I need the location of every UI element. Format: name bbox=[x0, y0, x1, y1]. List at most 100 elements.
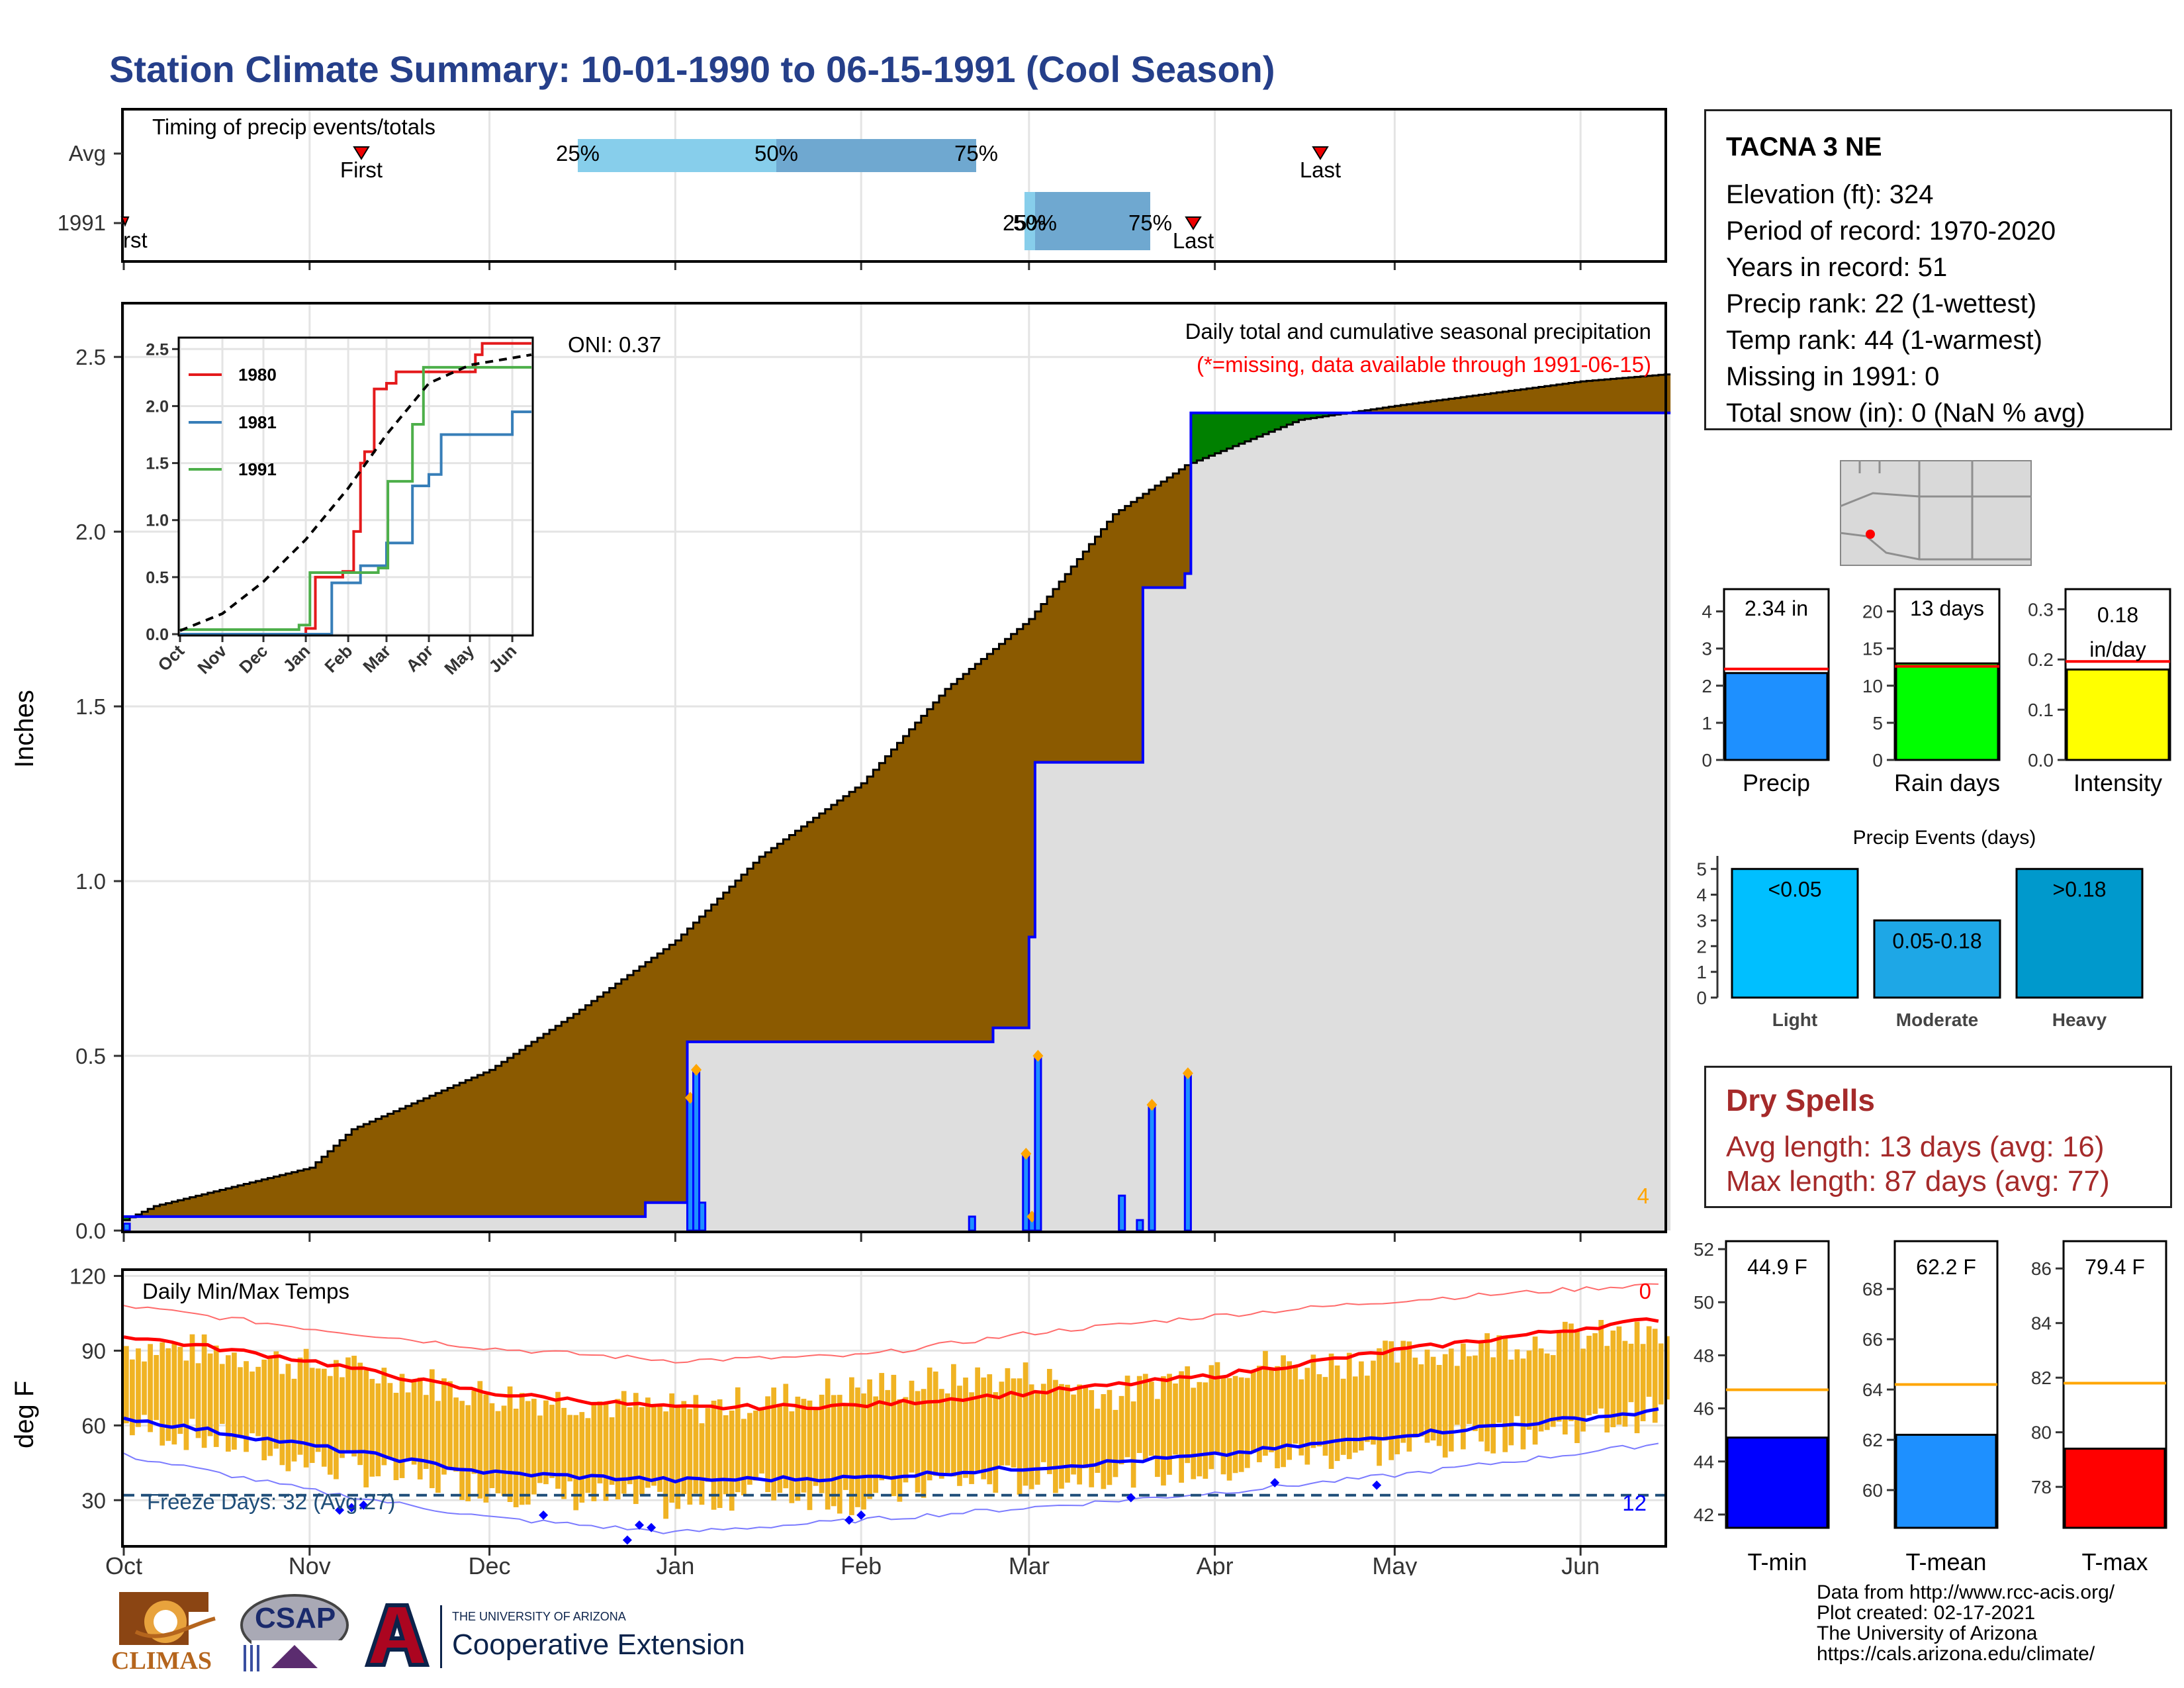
timing-year-p75: 75% bbox=[1128, 211, 1172, 235]
daily-temp-bar bbox=[867, 1379, 872, 1499]
temp-summary-ytick-label: 78 bbox=[2031, 1477, 2052, 1497]
daily-temp-bar bbox=[1383, 1340, 1388, 1441]
daily-temp-bar bbox=[525, 1401, 531, 1505]
freeze-day-marker bbox=[647, 1523, 657, 1532]
daily-temp-bar bbox=[591, 1404, 597, 1501]
daily-temp-bar bbox=[1136, 1376, 1142, 1454]
daily-temp-bar bbox=[1118, 1395, 1124, 1465]
temp-summary-bars: 42 44 46 48 50 52 44.9 F T-min 60 62 64 66 68 62.2 F T… bbox=[1694, 1239, 2167, 1575]
temp-summary-ytick-label: 48 bbox=[1694, 1345, 1714, 1366]
daily-temp-bar bbox=[1275, 1366, 1280, 1469]
daily-temp-bar bbox=[627, 1407, 633, 1485]
inset-xtick-label: May bbox=[440, 641, 478, 679]
daily-temp-bar bbox=[309, 1368, 315, 1464]
daily-temp-bar bbox=[987, 1374, 993, 1485]
daily-temp-bar bbox=[957, 1385, 962, 1486]
daily-precip-bar bbox=[122, 1222, 131, 1232]
year-cumulative-line bbox=[124, 411, 1671, 1218]
daily-temp-bar bbox=[429, 1369, 435, 1489]
daily-temp-bar bbox=[1059, 1383, 1064, 1489]
temp-ytick-label: 30 bbox=[81, 1488, 106, 1513]
daily-temp-bar bbox=[567, 1415, 573, 1481]
daily-temp-bar bbox=[465, 1405, 471, 1501]
daily-temp-bar bbox=[645, 1397, 651, 1488]
freeze-day-marker bbox=[622, 1535, 632, 1545]
freeze-days-count: 12 bbox=[1622, 1491, 1647, 1515]
legend-label-1991: 1991 bbox=[238, 459, 277, 479]
daily-temp-bar bbox=[1232, 1376, 1238, 1474]
dry-spells-title: Dry Spells bbox=[1726, 1083, 1875, 1117]
credit-university: The University of Arizona bbox=[1817, 1622, 2038, 1644]
daily-temp-bar bbox=[735, 1387, 741, 1493]
daily-temp-bar bbox=[849, 1377, 854, 1515]
daily-temp-bar bbox=[693, 1395, 699, 1494]
temp-summary-ytick-label: 62 bbox=[1862, 1430, 1883, 1450]
daily-temp-bar bbox=[213, 1345, 219, 1447]
daily-temp-bar bbox=[1304, 1368, 1310, 1465]
daily-temp-bar bbox=[1023, 1362, 1028, 1486]
ua-logo bbox=[364, 1603, 430, 1667]
daily-temp-bar bbox=[1220, 1378, 1226, 1475]
daily-temp-bar bbox=[1652, 1329, 1658, 1423]
daily-temp-bar bbox=[381, 1368, 387, 1466]
daily-temp-bar bbox=[1124, 1376, 1130, 1458]
summary-ytick-label: 10 bbox=[1862, 676, 1883, 696]
inset-ytick-label: 2.5 bbox=[146, 340, 169, 359]
daily-temp-bar bbox=[1269, 1370, 1274, 1452]
daily-temp-bar bbox=[885, 1389, 891, 1479]
daily-temp-bar bbox=[921, 1389, 927, 1498]
daily-temp-bar bbox=[861, 1393, 866, 1510]
inset-xtick-label: Dec bbox=[235, 641, 271, 677]
timing-avg-last-marker bbox=[1312, 146, 1329, 160]
daily-temp-bar bbox=[297, 1357, 303, 1455]
daily-temp-bar bbox=[1214, 1362, 1220, 1455]
summary-bar-intensity bbox=[2066, 668, 2170, 761]
timing-year-iqr-high bbox=[1035, 192, 1150, 250]
daily-temp-bar bbox=[1310, 1354, 1316, 1448]
daily-temp-bar bbox=[1538, 1348, 1544, 1432]
daily-temp-bar bbox=[1598, 1319, 1604, 1409]
daily-temp-bar bbox=[1550, 1355, 1556, 1427]
daily-temp-bar bbox=[1586, 1335, 1592, 1416]
freeze-day-marker bbox=[347, 1503, 357, 1513]
freeze-day-marker bbox=[856, 1510, 866, 1520]
daily-temp-bar bbox=[207, 1353, 213, 1436]
precip-ytick-label: 2.5 bbox=[75, 345, 106, 369]
daily-temp-bar bbox=[651, 1406, 657, 1486]
precip-event-category-label: Moderate bbox=[1896, 1009, 1978, 1030]
daily-temp-bar bbox=[1365, 1376, 1370, 1442]
temp-summary-bar-label: T-max bbox=[2081, 1548, 2148, 1575]
temp-summary-value-label: 62.2 F bbox=[1916, 1255, 1976, 1279]
precip-ytick-label: 0.0 bbox=[75, 1219, 106, 1243]
daily-temp-bar bbox=[1592, 1333, 1598, 1414]
daily-temp-bar bbox=[1298, 1379, 1304, 1456]
daily-temp-bar bbox=[585, 1418, 591, 1493]
daily-temp-bar bbox=[609, 1417, 615, 1485]
temp-summary-bar-t-mean bbox=[1895, 1433, 1997, 1529]
daily-temp-bar bbox=[177, 1346, 183, 1434]
daily-temp-bar bbox=[1556, 1331, 1562, 1422]
precip-ytick-label: 1.5 bbox=[75, 694, 106, 719]
daily-temp-bar bbox=[1005, 1368, 1011, 1466]
freeze-day-marker bbox=[539, 1510, 549, 1520]
temp-summary-ytick-label: 46 bbox=[1694, 1399, 1714, 1419]
daily-temp-bar bbox=[1574, 1329, 1580, 1444]
summary-ytick-label: 0 bbox=[1872, 750, 1883, 771]
daily-temp-bar bbox=[1340, 1378, 1346, 1455]
daily-temp-bar bbox=[909, 1380, 915, 1473]
daily-temp-bar bbox=[225, 1355, 231, 1452]
timing-row-year: 1991 bbox=[58, 211, 106, 235]
events-ytick-label: 5 bbox=[1696, 859, 1707, 880]
precip-event-bar-light bbox=[1731, 868, 1859, 999]
daily-temp-bar bbox=[142, 1361, 147, 1415]
daily-temp-bar bbox=[1197, 1382, 1203, 1477]
temp-summary-bar-label: T-min bbox=[1748, 1548, 1807, 1575]
daily-temp-bar bbox=[1244, 1378, 1250, 1468]
summary-ytick-label: 0.1 bbox=[2028, 700, 2054, 720]
daily-temp-bar bbox=[657, 1403, 662, 1492]
ua-small-text: THE UNIVERSITY OF ARIZONA bbox=[452, 1610, 626, 1623]
daily-temp-bar bbox=[1479, 1340, 1484, 1442]
legend-label-1980: 1980 bbox=[238, 365, 277, 385]
temp-summary-ytick-label: 42 bbox=[1694, 1505, 1714, 1525]
daily-temp-bar bbox=[1473, 1355, 1478, 1431]
